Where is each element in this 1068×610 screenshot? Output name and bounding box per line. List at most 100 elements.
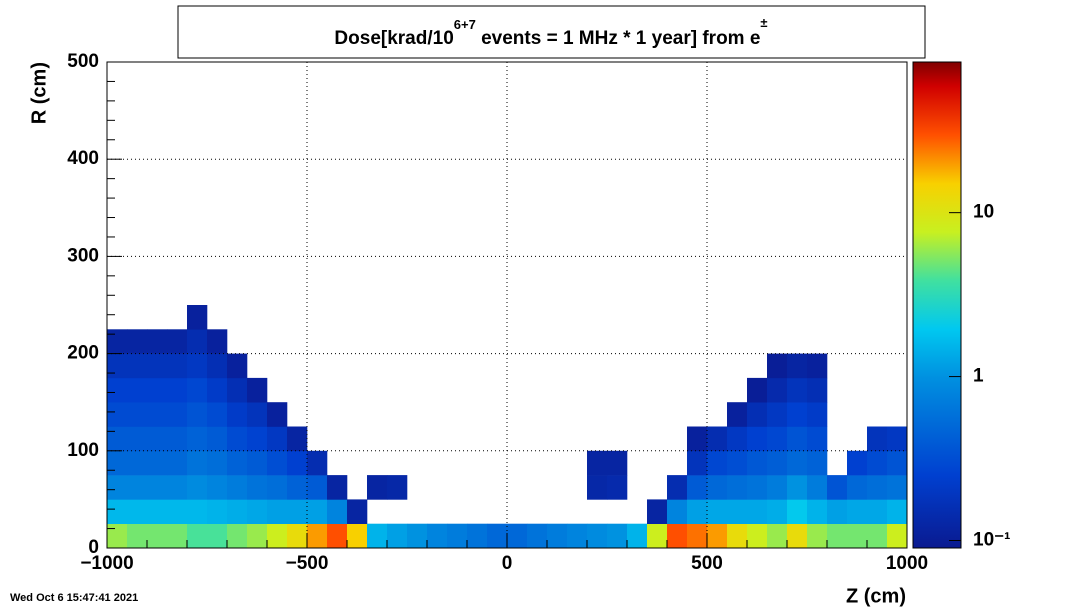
heat-cell	[867, 426, 888, 452]
heat-cell	[507, 523, 528, 549]
heat-cell	[467, 523, 488, 549]
heat-cell	[807, 499, 828, 524]
z-tick-label: 1	[973, 366, 984, 387]
heat-cell	[187, 450, 208, 476]
heat-cell	[207, 450, 228, 476]
heat-cell	[887, 426, 908, 452]
heat-cell	[767, 377, 788, 403]
heat-cell	[267, 499, 288, 524]
heat-cell	[127, 329, 148, 354]
heat-cell	[847, 450, 868, 476]
heat-cell	[707, 426, 728, 452]
heat-cell	[247, 475, 268, 500]
heat-cell	[767, 523, 788, 549]
heat-cell	[327, 475, 348, 500]
heat-cell	[707, 450, 728, 476]
heat-cell	[167, 475, 188, 500]
heat-cell	[267, 426, 288, 452]
heat-cell	[607, 475, 628, 500]
heat-cell	[587, 475, 608, 500]
heat-cell	[667, 523, 688, 549]
heat-cell	[787, 426, 808, 452]
heat-cell	[147, 499, 168, 524]
heat-cell	[187, 305, 208, 330]
heat-cell	[747, 523, 768, 549]
heat-cell	[207, 353, 228, 379]
heat-cell	[167, 353, 188, 379]
heat-cell	[787, 499, 808, 524]
heat-cell	[747, 450, 768, 476]
heat-cell	[127, 450, 148, 476]
heat-cell	[887, 475, 908, 500]
heat-cell	[807, 353, 828, 379]
heat-cell	[527, 523, 548, 549]
y-tick-label: 400	[67, 148, 99, 169]
chart-title: Dose[krad/106+7 events = 1 MHz * 1 year]…	[334, 15, 767, 49]
heat-cell	[227, 523, 248, 549]
heat-cell	[627, 523, 648, 549]
y-tick-label: 100	[67, 440, 99, 461]
heat-cell	[207, 475, 228, 500]
heat-cell	[167, 499, 188, 524]
y-tick-label: 300	[67, 245, 99, 266]
heat-cell	[287, 450, 308, 476]
heat-cell	[787, 377, 808, 403]
heat-cell	[687, 499, 708, 524]
heat-cell	[127, 426, 148, 452]
heat-cell	[807, 450, 828, 476]
heat-cell	[267, 402, 288, 427]
heat-cell	[147, 523, 168, 549]
y-tick-label: 500	[67, 51, 99, 72]
heat-cell	[207, 499, 228, 524]
heat-cell	[267, 475, 288, 500]
title-sup: 6+7	[454, 17, 476, 32]
heat-cell	[367, 523, 388, 549]
heat-cell	[227, 475, 248, 500]
heat-cell	[307, 499, 328, 524]
title-box	[177, 5, 926, 59]
heat-cell	[167, 377, 188, 403]
heat-cell	[767, 426, 788, 452]
heat-cell	[747, 426, 768, 452]
heat-cell	[247, 377, 268, 403]
heat-cell	[127, 499, 148, 524]
heat-cell	[227, 402, 248, 427]
heat-cell	[787, 353, 808, 379]
heat-cell	[647, 523, 668, 549]
heat-cell	[387, 523, 408, 549]
x-tick-label: 0	[502, 553, 513, 574]
heat-cell	[767, 450, 788, 476]
heat-cell	[787, 475, 808, 500]
heat-cell	[647, 499, 668, 524]
heat-cell	[147, 475, 168, 500]
heat-cell	[107, 353, 128, 379]
heat-cell	[727, 426, 748, 452]
heat-cell	[327, 499, 348, 524]
heat-cell	[247, 499, 268, 524]
timestamp: Wed Oct 6 15:47:41 2021	[10, 592, 138, 604]
heat-cell	[227, 426, 248, 452]
heat-cell	[127, 353, 148, 379]
heat-cell	[187, 426, 208, 452]
heat-cell	[287, 426, 308, 452]
heat-cell	[867, 499, 888, 524]
heat-cell	[587, 450, 608, 476]
heat-cell	[187, 402, 208, 427]
heat-cell	[827, 475, 848, 500]
heat-cell	[787, 402, 808, 427]
heat-cell	[767, 499, 788, 524]
z-tick-label: 10	[973, 202, 994, 223]
y-tick-label: 200	[67, 343, 99, 364]
title-part: Dose[krad/10	[334, 28, 453, 49]
heat-cell	[747, 377, 768, 403]
heat-cell	[287, 475, 308, 500]
heat-cell	[787, 523, 808, 549]
heat-cell	[187, 499, 208, 524]
heat-cell	[847, 523, 868, 549]
heat-cell	[347, 523, 368, 549]
heat-cell	[807, 377, 828, 403]
heat-cell	[167, 329, 188, 354]
heat-cell	[307, 523, 328, 549]
heat-cell	[747, 499, 768, 524]
